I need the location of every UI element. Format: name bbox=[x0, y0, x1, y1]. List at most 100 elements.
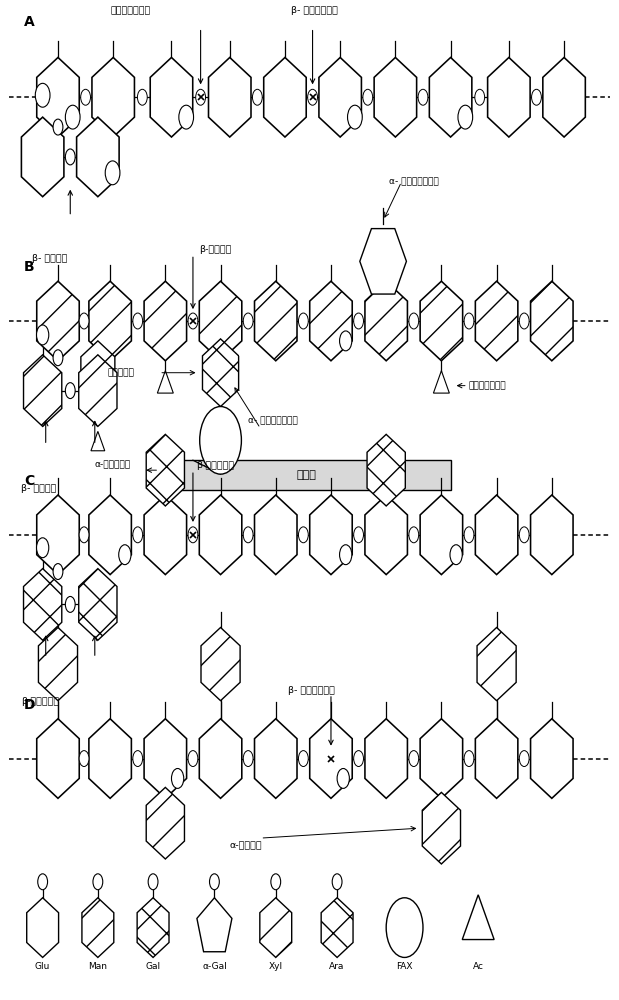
Circle shape bbox=[53, 119, 63, 135]
Polygon shape bbox=[77, 117, 119, 197]
Polygon shape bbox=[374, 57, 417, 137]
Text: 木质素: 木质素 bbox=[297, 470, 316, 480]
Polygon shape bbox=[144, 719, 186, 798]
Polygon shape bbox=[91, 431, 105, 451]
Polygon shape bbox=[199, 495, 242, 575]
Polygon shape bbox=[310, 495, 352, 575]
Circle shape bbox=[353, 313, 363, 329]
Polygon shape bbox=[365, 495, 407, 575]
Polygon shape bbox=[360, 229, 407, 294]
Polygon shape bbox=[209, 57, 251, 137]
Circle shape bbox=[66, 596, 75, 612]
Circle shape bbox=[188, 313, 198, 329]
Circle shape bbox=[188, 527, 198, 543]
Circle shape bbox=[53, 350, 63, 366]
Text: α-半乳糖苷酶: α-半乳糖苷酶 bbox=[95, 461, 131, 470]
Polygon shape bbox=[157, 371, 173, 393]
Circle shape bbox=[308, 89, 318, 105]
Circle shape bbox=[66, 383, 75, 399]
Text: Xyl: Xyl bbox=[269, 962, 283, 971]
Circle shape bbox=[243, 751, 253, 767]
Polygon shape bbox=[82, 898, 114, 957]
Polygon shape bbox=[89, 719, 131, 798]
Polygon shape bbox=[430, 57, 472, 137]
Circle shape bbox=[519, 527, 529, 543]
Circle shape bbox=[353, 527, 363, 543]
Circle shape bbox=[298, 313, 308, 329]
Polygon shape bbox=[420, 495, 462, 575]
Polygon shape bbox=[37, 281, 79, 361]
Polygon shape bbox=[254, 719, 297, 798]
Circle shape bbox=[409, 527, 418, 543]
Text: β-甘露糖苷酶: β-甘露糖苷酶 bbox=[21, 697, 59, 706]
Circle shape bbox=[271, 874, 280, 890]
Circle shape bbox=[519, 313, 529, 329]
Polygon shape bbox=[475, 281, 518, 361]
Circle shape bbox=[137, 89, 147, 105]
Circle shape bbox=[243, 527, 253, 543]
Text: α- 阿拉伯呋喃糖酶: α- 阿拉伯呋喃糖酶 bbox=[248, 416, 298, 425]
Polygon shape bbox=[38, 627, 77, 701]
Polygon shape bbox=[365, 281, 407, 361]
Polygon shape bbox=[24, 355, 62, 426]
Polygon shape bbox=[79, 569, 117, 640]
Polygon shape bbox=[530, 719, 573, 798]
Circle shape bbox=[80, 89, 90, 105]
Text: α-Gal: α-Gal bbox=[202, 962, 227, 971]
Polygon shape bbox=[321, 898, 353, 957]
Circle shape bbox=[196, 89, 206, 105]
Circle shape bbox=[188, 751, 198, 767]
Polygon shape bbox=[24, 569, 62, 640]
Polygon shape bbox=[202, 339, 238, 407]
Polygon shape bbox=[530, 281, 573, 361]
Circle shape bbox=[38, 874, 48, 890]
Text: Ac: Ac bbox=[473, 962, 483, 971]
Circle shape bbox=[37, 325, 49, 345]
Circle shape bbox=[253, 89, 262, 105]
Circle shape bbox=[475, 89, 485, 105]
Text: β-木聚糖酶: β-木聚糖酶 bbox=[199, 245, 232, 254]
Circle shape bbox=[332, 874, 342, 890]
Circle shape bbox=[37, 538, 49, 558]
Polygon shape bbox=[37, 495, 79, 575]
Circle shape bbox=[148, 874, 158, 890]
Polygon shape bbox=[433, 371, 449, 393]
Circle shape bbox=[209, 874, 219, 890]
Polygon shape bbox=[543, 57, 586, 137]
Polygon shape bbox=[475, 719, 518, 798]
Text: C: C bbox=[24, 474, 35, 488]
Polygon shape bbox=[37, 719, 79, 798]
Polygon shape bbox=[367, 434, 405, 506]
Text: α- 葡糖醛酸糖苷酶: α- 葡糖醛酸糖苷酶 bbox=[389, 177, 439, 186]
Polygon shape bbox=[420, 281, 462, 361]
Bar bbox=[162, 460, 451, 490]
Circle shape bbox=[298, 751, 308, 767]
Text: Man: Man bbox=[89, 962, 107, 971]
Circle shape bbox=[53, 564, 63, 579]
Text: A: A bbox=[24, 15, 35, 29]
Circle shape bbox=[340, 331, 352, 351]
Polygon shape bbox=[89, 281, 131, 361]
Circle shape bbox=[179, 105, 194, 129]
Circle shape bbox=[347, 105, 362, 129]
Polygon shape bbox=[89, 495, 131, 575]
Circle shape bbox=[386, 898, 423, 957]
Polygon shape bbox=[254, 281, 297, 361]
Polygon shape bbox=[477, 627, 516, 701]
Circle shape bbox=[464, 751, 474, 767]
Polygon shape bbox=[422, 792, 461, 864]
Circle shape bbox=[133, 751, 142, 767]
Circle shape bbox=[337, 768, 349, 788]
Polygon shape bbox=[144, 495, 186, 575]
Polygon shape bbox=[92, 57, 134, 137]
Circle shape bbox=[133, 313, 142, 329]
Polygon shape bbox=[150, 57, 193, 137]
Circle shape bbox=[119, 545, 131, 565]
Circle shape bbox=[35, 83, 50, 107]
Circle shape bbox=[464, 313, 474, 329]
Text: β- 内切葡聚糖酶: β- 内切葡聚糖酶 bbox=[291, 6, 338, 15]
Circle shape bbox=[464, 527, 474, 543]
Polygon shape bbox=[488, 57, 530, 137]
Circle shape bbox=[66, 149, 75, 165]
Circle shape bbox=[66, 105, 80, 129]
